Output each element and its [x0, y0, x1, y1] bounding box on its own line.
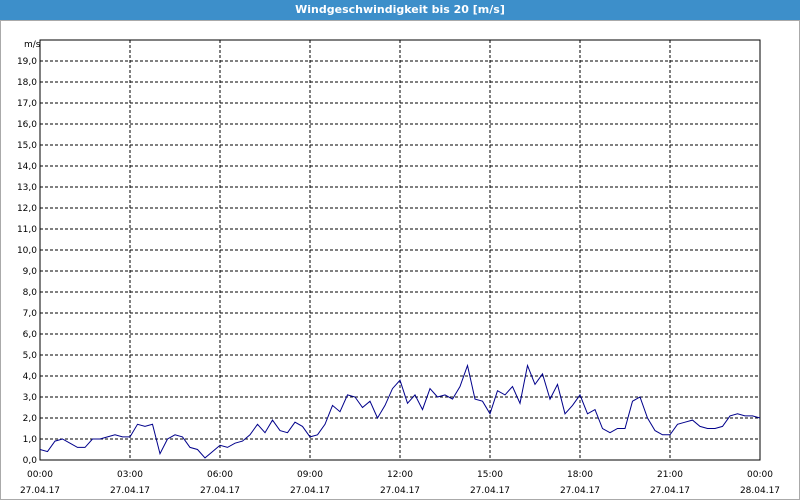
y-tick-label: 3,0 — [23, 393, 38, 403]
x-tick-label: 18:00 — [567, 470, 593, 480]
x-tick-date: 27.04.17 — [20, 486, 60, 496]
y-tick-label: 7,0 — [23, 309, 38, 319]
x-tick-label: 21:00 — [657, 470, 683, 480]
y-tick-label: 19,0 — [17, 57, 37, 67]
plot-border — [39, 39, 761, 461]
y-tick-label: 2,0 — [23, 414, 38, 424]
x-tick-label: 06:00 — [207, 470, 233, 480]
y-tick-label: 18,0 — [17, 78, 37, 88]
y-tick-label: 5,0 — [23, 351, 38, 361]
y-tick-label: 17,0 — [17, 99, 37, 109]
y-tick-label: 13,0 — [17, 183, 37, 193]
y-tick-label: 1,0 — [23, 435, 38, 445]
title-bar: Windgeschwindigkeit bis 20 [m/s] — [0, 0, 800, 20]
y-tick-label: 16,0 — [17, 120, 37, 130]
line — [39, 363, 761, 459]
y-tick-label: 15,0 — [17, 141, 37, 151]
y-tick-label: 4,0 — [23, 372, 38, 382]
y-axis-label: m/s — [24, 40, 41, 50]
x-tick-label: 09:00 — [297, 470, 323, 480]
x-tick-label: 15:00 — [477, 470, 503, 480]
y-tick-label: 12,0 — [17, 204, 37, 214]
y-tick-label: 8,0 — [23, 288, 38, 298]
y-tick-label: 10,0 — [17, 246, 37, 256]
x-tick-date: 27.04.17 — [290, 486, 330, 496]
x-tick-date: 27.04.17 — [560, 486, 600, 496]
x-tick-label: 03:00 — [117, 470, 143, 480]
x-tick-date: 28.04.17 — [740, 486, 780, 496]
chart-title: Windgeschwindigkeit bis 20 [m/s] — [295, 3, 505, 16]
y-tick-label: 11,0 — [17, 225, 37, 235]
y-tick-label: 0,0 — [23, 456, 38, 466]
x-tick-label: 12:00 — [387, 470, 413, 480]
y-tick-label: 6,0 — [23, 330, 38, 340]
x-tick-date: 27.04.17 — [110, 486, 150, 496]
x-tick-date: 27.04.17 — [200, 486, 240, 496]
x-tick-date: 27.04.17 — [650, 486, 690, 496]
y-tick-label: 9,0 — [23, 267, 38, 277]
x-tick-date: 27.04.17 — [470, 486, 510, 496]
x-tick-label: 00:00 — [747, 470, 773, 480]
y-tick-label: 14,0 — [17, 162, 37, 172]
x-tick-label: 00:00 — [27, 470, 53, 480]
x-tick-date: 27.04.17 — [380, 486, 420, 496]
